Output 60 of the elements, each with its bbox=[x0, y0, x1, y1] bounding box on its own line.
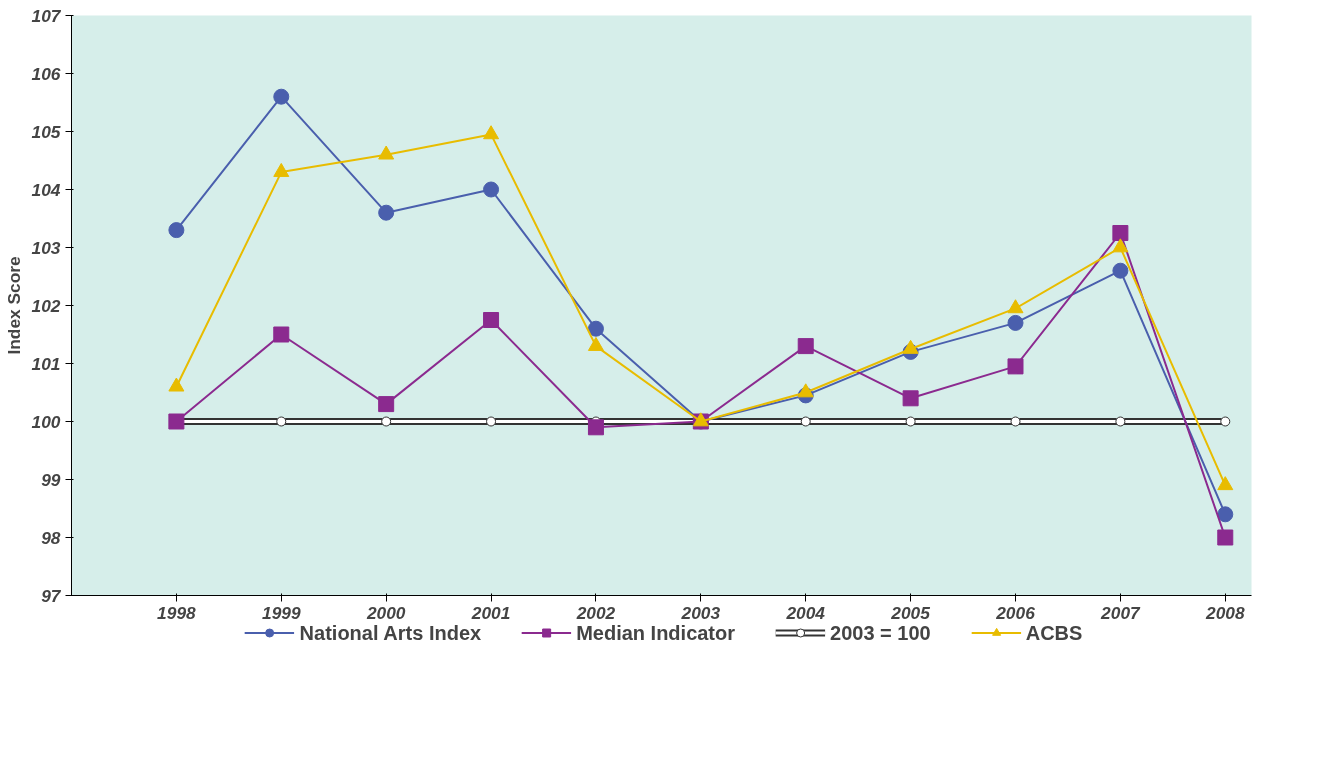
x-tick-label: 2005 bbox=[890, 602, 931, 623]
point bbox=[168, 222, 185, 239]
point bbox=[800, 416, 811, 427]
y-axis-title: Index Score bbox=[3, 256, 24, 355]
x-tick-label: 2006 bbox=[995, 602, 1036, 623]
point bbox=[902, 390, 919, 407]
y-tick-label: 102 bbox=[31, 295, 61, 316]
x-tick-label: 2001 bbox=[470, 602, 511, 623]
point bbox=[378, 145, 395, 160]
y-tick-label: 103 bbox=[31, 237, 61, 258]
point bbox=[486, 416, 497, 427]
y-tick-label: 98 bbox=[41, 527, 61, 548]
point bbox=[378, 204, 395, 221]
y-tick-label: 105 bbox=[31, 121, 61, 142]
point bbox=[1217, 529, 1234, 546]
point bbox=[905, 416, 916, 427]
point bbox=[1217, 476, 1234, 491]
point bbox=[276, 416, 287, 427]
legend-label: National Arts Index bbox=[299, 621, 482, 644]
point bbox=[1112, 225, 1129, 241]
point bbox=[273, 88, 290, 105]
point bbox=[378, 396, 395, 413]
point bbox=[1112, 238, 1129, 253]
point bbox=[381, 416, 392, 427]
y-tick-label: 106 bbox=[31, 63, 61, 84]
x-tick-label: 2004 bbox=[785, 602, 826, 623]
x-tick-label: 2007 bbox=[1100, 602, 1142, 623]
point bbox=[1115, 416, 1126, 427]
x-tick-label: 2000 bbox=[365, 602, 406, 623]
x-tick-label: 2002 bbox=[575, 602, 616, 623]
y-tick-label: 99 bbox=[41, 469, 61, 490]
point bbox=[1007, 299, 1024, 314]
point bbox=[1217, 506, 1234, 523]
x-tick-label: 1999 bbox=[262, 602, 301, 623]
point bbox=[1007, 358, 1024, 375]
legend-label: Median Indicator bbox=[576, 621, 736, 644]
y-tick-label: 104 bbox=[31, 179, 61, 200]
point bbox=[273, 162, 290, 177]
point bbox=[483, 181, 500, 198]
y-tick-label: 100 bbox=[31, 411, 61, 432]
x-tick-label: 2008 bbox=[1205, 602, 1245, 623]
point bbox=[273, 326, 290, 343]
x-tick-label: 1998 bbox=[157, 602, 197, 623]
point bbox=[797, 383, 814, 398]
point bbox=[1220, 416, 1231, 427]
point bbox=[797, 338, 814, 355]
y-tick-label: 97 bbox=[41, 585, 62, 606]
point bbox=[483, 312, 500, 328]
point bbox=[587, 320, 604, 337]
y-tick-label: 107 bbox=[31, 5, 62, 26]
x-tick-label: 2003 bbox=[680, 602, 721, 623]
point bbox=[1112, 262, 1129, 279]
point bbox=[1010, 416, 1021, 427]
point bbox=[1007, 314, 1024, 331]
legend-label: 2003 = 100 bbox=[830, 621, 931, 644]
legend-label: ACBS bbox=[1025, 621, 1083, 644]
point bbox=[587, 419, 604, 436]
y-tick-label: 101 bbox=[31, 353, 61, 374]
point bbox=[483, 125, 500, 140]
point bbox=[168, 377, 185, 392]
